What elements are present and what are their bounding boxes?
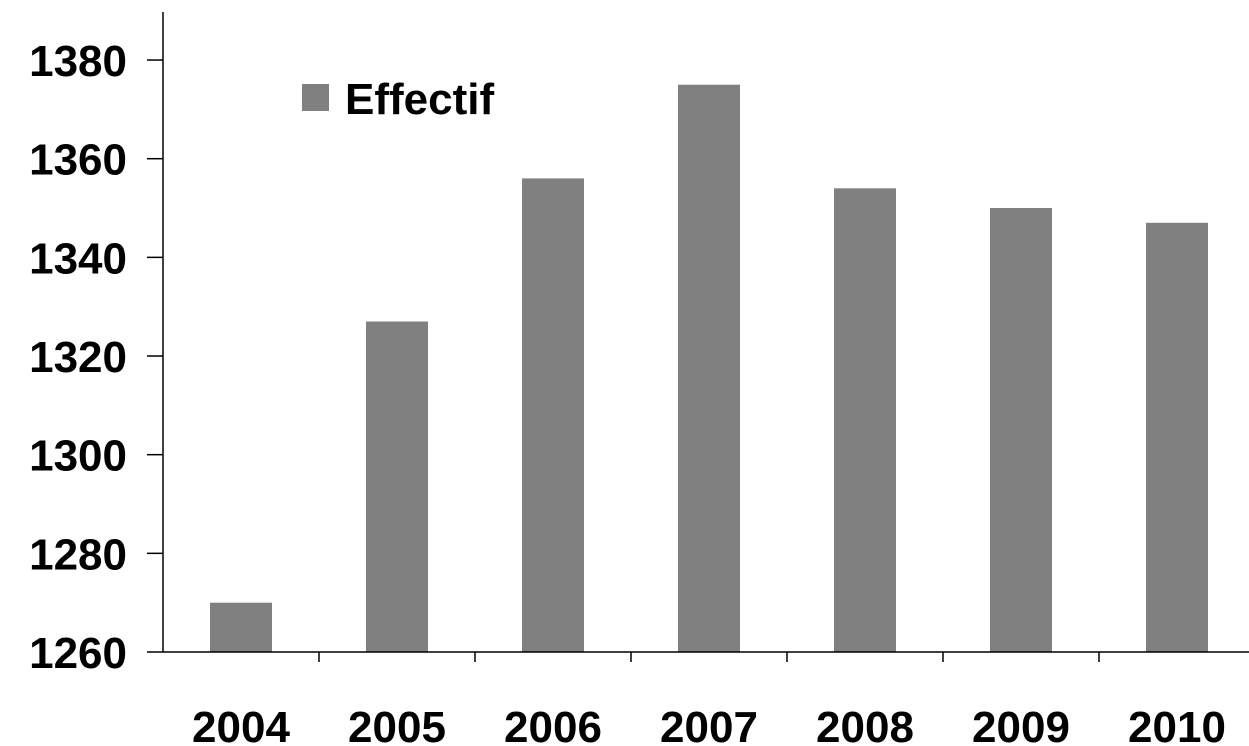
x-tick-label-2009: 2009 bbox=[972, 703, 1070, 746]
bar-2009 bbox=[990, 208, 1052, 652]
legend-swatch bbox=[302, 84, 329, 111]
y-tick-label-1260: 1260 bbox=[29, 629, 127, 678]
y-tick-label-1340: 1340 bbox=[29, 234, 127, 283]
x-ticks-group: 2004 2005 2006 2007 2008 2009 2010 bbox=[192, 652, 1226, 746]
y-tick-label-1320: 1320 bbox=[29, 333, 127, 382]
legend-label: Effectif bbox=[345, 75, 494, 124]
x-tick-label-2006: 2006 bbox=[504, 703, 602, 746]
x-tick-label-2007: 2007 bbox=[660, 703, 758, 746]
x-tick-label-2004: 2004 bbox=[192, 703, 290, 746]
bar-2007 bbox=[678, 84, 740, 652]
x-tick-label-2008: 2008 bbox=[816, 703, 914, 746]
y-tick-label-1380: 1380 bbox=[29, 37, 127, 86]
bar-2010 bbox=[1146, 222, 1208, 653]
bar-2004 bbox=[210, 602, 272, 652]
x-tick-label-2010: 2010 bbox=[1128, 703, 1226, 746]
legend: Effectif bbox=[302, 75, 494, 124]
y-ticks-group: 1260 1280 1300 1320 1340 1360 1380 bbox=[29, 37, 163, 678]
y-tick-label-1300: 1300 bbox=[29, 432, 127, 481]
y-tick-label-1280: 1280 bbox=[29, 530, 127, 579]
axes-group bbox=[162, 12, 1249, 653]
bar-2005 bbox=[366, 321, 428, 652]
bar-2008 bbox=[834, 188, 896, 653]
x-tick-label-2005: 2005 bbox=[348, 703, 446, 746]
bar-2006 bbox=[522, 178, 584, 652]
bars-group bbox=[210, 84, 1208, 653]
y-tick-label-1360: 1360 bbox=[29, 136, 127, 185]
